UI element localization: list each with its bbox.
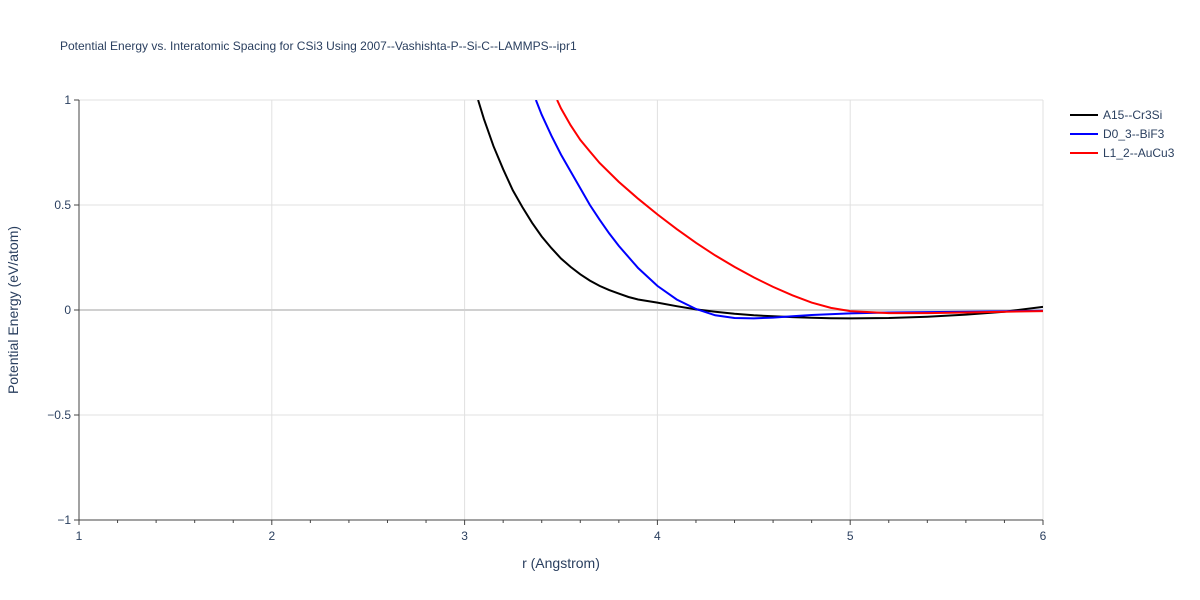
series-line-l1-2-aucu3 — [556, 100, 1043, 315]
legend[interactable]: A15--Cr3Si D0_3--BiF3 L1_2--AuCu3 — [1070, 108, 1175, 160]
y-tick-label: 0.5 — [54, 198, 71, 212]
x-tick-label: 6 — [1040, 529, 1047, 543]
y-tick-label: −1 — [57, 513, 71, 527]
legend-label: L1_2--AuCu3 — [1103, 146, 1175, 160]
series-line-a15-cr3si — [477, 100, 1043, 320]
y-axis-title: Potential Energy (eV/atom) — [5, 226, 21, 394]
series-line-d0-3-bif3 — [534, 100, 1043, 320]
x-tick-label: 4 — [654, 529, 661, 543]
grid — [74, 99, 1044, 525]
legend-item[interactable]: L1_2--AuCu3 — [1070, 146, 1175, 160]
tick-labels: 1 2 3 4 5 6 −1 −0.5 0 0.5 1 — [47, 93, 1046, 543]
legend-item[interactable]: D0_3--BiF3 — [1070, 127, 1165, 141]
plot-area — [477, 100, 1043, 320]
y-tick-label: 0 — [64, 303, 71, 317]
chart-title: Potential Energy vs. Interatomic Spacing… — [60, 39, 577, 53]
x-tick-label: 2 — [268, 529, 275, 543]
legend-label: D0_3--BiF3 — [1103, 127, 1165, 141]
legend-label: A15--Cr3Si — [1103, 108, 1162, 122]
legend-item[interactable]: A15--Cr3Si — [1070, 108, 1162, 122]
y-tick-label: −0.5 — [47, 408, 71, 422]
x-tick-label: 3 — [461, 529, 468, 543]
x-tick-label: 5 — [847, 529, 854, 543]
x-tick-label: 1 — [76, 529, 83, 543]
x-axis-title: r (Angstrom) — [522, 555, 600, 571]
y-tick-label: 1 — [64, 93, 71, 107]
